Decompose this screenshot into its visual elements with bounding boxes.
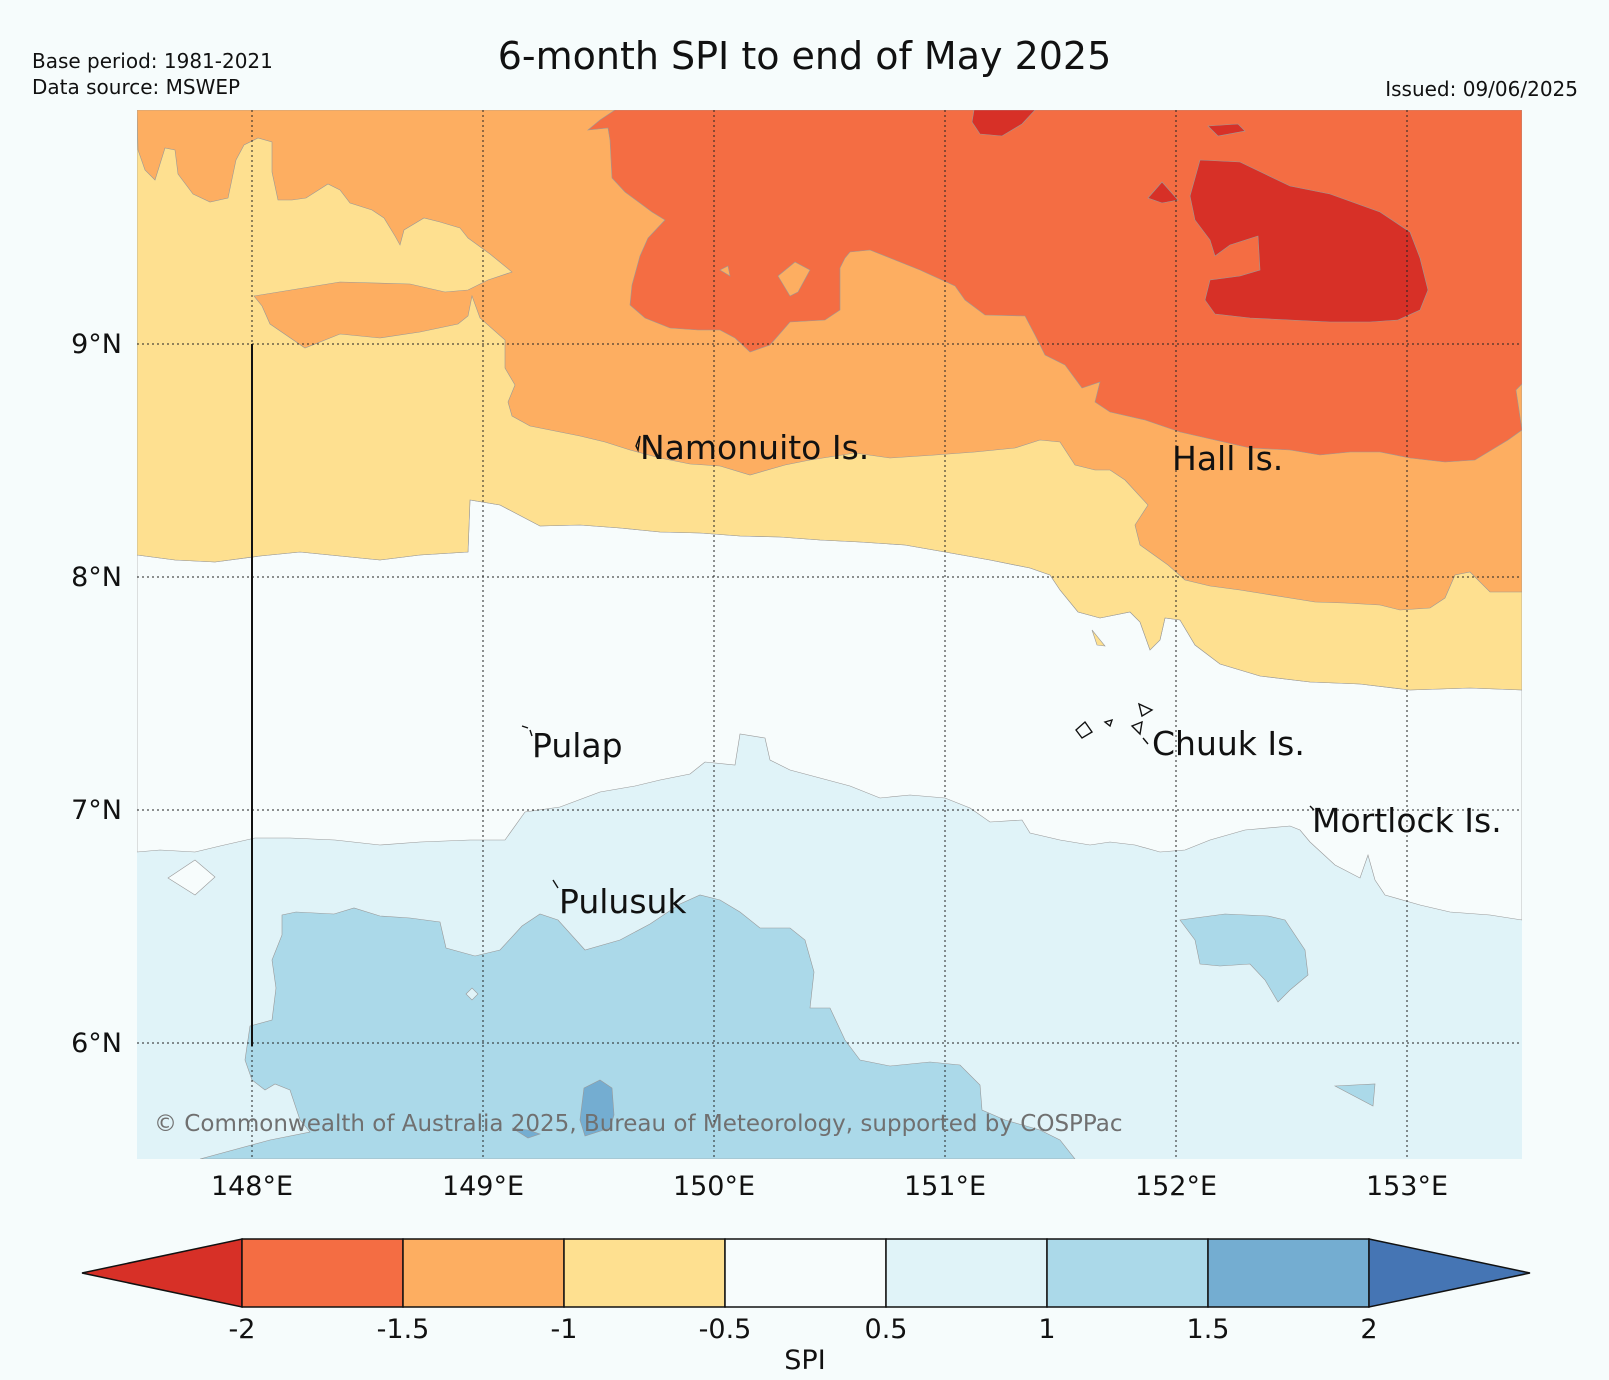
spi-region-lt-m2-top <box>971 110 1036 137</box>
colorbar-tick-label: -1.5 <box>377 1314 430 1345</box>
island-label-namonuito: Namonuito Is. <box>640 428 869 467</box>
colorbar-title: SPI <box>784 1345 825 1376</box>
chuuk-island-outline-d <box>1130 720 1143 736</box>
spi-region-1.5-to-2 <box>579 1079 615 1137</box>
island-label-chuuk: Chuuk Is. <box>1152 724 1305 763</box>
spi-contours: Namonuito Is. Hall Is. Pulap Chuuk Is. M… <box>137 110 1522 1159</box>
pulap-island-outline <box>521 725 533 737</box>
colorbar-tick-label: 1.5 <box>1187 1314 1230 1345</box>
spi-region-lt-1-hole <box>465 987 479 1001</box>
chuuk-island-outline-b <box>1075 720 1094 739</box>
spi-region-1-to-1.5-right <box>1179 913 1309 1003</box>
colorbar-tick-label: 2 <box>1360 1314 1377 1345</box>
colorbar-swatch <box>563 1238 726 1308</box>
lon-tick-label: 151°E <box>904 1171 986 1202</box>
island-label-pulap: Pulap <box>532 726 623 765</box>
spi-region-1-to-1.5-main <box>199 894 1076 1159</box>
lat-tick-label: 9°N <box>71 329 122 360</box>
lat-tick-label: 6°N <box>71 1028 122 1059</box>
lat-tick-label: 8°N <box>71 562 122 593</box>
colorbar-swatch <box>724 1238 887 1308</box>
spi-region-1-to-1.5-small <box>1333 1083 1376 1107</box>
lon-tick-label: 149°E <box>442 1171 524 1202</box>
lon-tick-label: 152°E <box>1135 1171 1217 1202</box>
island-label-mortlock: Mortlock Is. <box>1312 801 1502 840</box>
spi-region-lt-m2-small-a <box>1207 123 1246 137</box>
map-gridlines <box>137 110 1522 1159</box>
spi-region-lt-m2-small-b <box>1147 181 1179 204</box>
map-title: 6-month SPI to end of May 2025 <box>497 34 1112 78</box>
lon-tick-labels: 148°E 149°E 150°E 151°E 152°E 153°E <box>211 1171 1448 1202</box>
map-metadata: Base period: 1981-2021 Data source: MSWE… <box>32 48 273 100</box>
colorbar-tick-label: -0.5 <box>699 1314 752 1345</box>
pulusuk-island-outline <box>552 879 559 889</box>
colorbar-swatch <box>241 1238 404 1308</box>
spi-region-lt-m2-main <box>1189 159 1429 323</box>
colorbar-swatch <box>1207 1238 1370 1308</box>
spi-region-near-normal-blob <box>167 859 216 896</box>
colorbar-swatch <box>1046 1238 1209 1308</box>
chuuk-island-outline-a <box>1137 702 1154 718</box>
issued-date: Issued: 09/06/2025 <box>1385 77 1578 101</box>
lon-tick-label: 150°E <box>673 1171 755 1202</box>
colorbar-tick-label: 1 <box>1038 1314 1055 1345</box>
chuuk-island-outline-c <box>1103 718 1114 728</box>
colorbar-swatch <box>402 1238 565 1308</box>
island-outlines <box>521 435 1315 889</box>
data-source: Data source: MSWEP <box>32 75 241 99</box>
island-label-hall: Hall Is. <box>1172 439 1283 478</box>
island-label-pulusuk: Pulusuk <box>559 882 687 921</box>
spi-region-m1-to-m0.5-spot <box>1091 629 1106 647</box>
namonuito-island-outline <box>635 435 641 453</box>
colorbar-extend-low <box>81 1238 243 1308</box>
chuuk-island-outline-e <box>1142 737 1149 745</box>
base-period: Base period: 1981-2021 <box>32 49 273 73</box>
colorbar-extend-high <box>1368 1238 1531 1308</box>
spi-region-m1.5-hole-a <box>777 261 811 297</box>
copyright-notice: © Commonwealth of Australia 2025, Bureau… <box>154 1111 1123 1137</box>
lon-tick-label: 153°E <box>1366 1171 1448 1202</box>
spi-region-1.5-to-2-small <box>511 1127 541 1139</box>
lat-tick-labels: 9°N 8°N 7°N 6°N <box>71 329 122 1059</box>
colorbar-tick-label: -1 <box>551 1314 578 1345</box>
colorbar-tick-label: 0.5 <box>865 1314 908 1345</box>
mortlock-island-outline <box>1309 805 1315 811</box>
lat-tick-label: 7°N <box>71 795 122 826</box>
colorbar-swatch <box>885 1238 1048 1308</box>
lon-tick-label: 148°E <box>211 1171 293 1202</box>
colorbar-tick-label: -2 <box>229 1314 256 1345</box>
spi-region-m1.5-hole-b <box>719 265 731 277</box>
colorbar: -2 -1.5 -1 -0.5 0.5 1 1.5 2 SPI <box>81 1238 1531 1376</box>
